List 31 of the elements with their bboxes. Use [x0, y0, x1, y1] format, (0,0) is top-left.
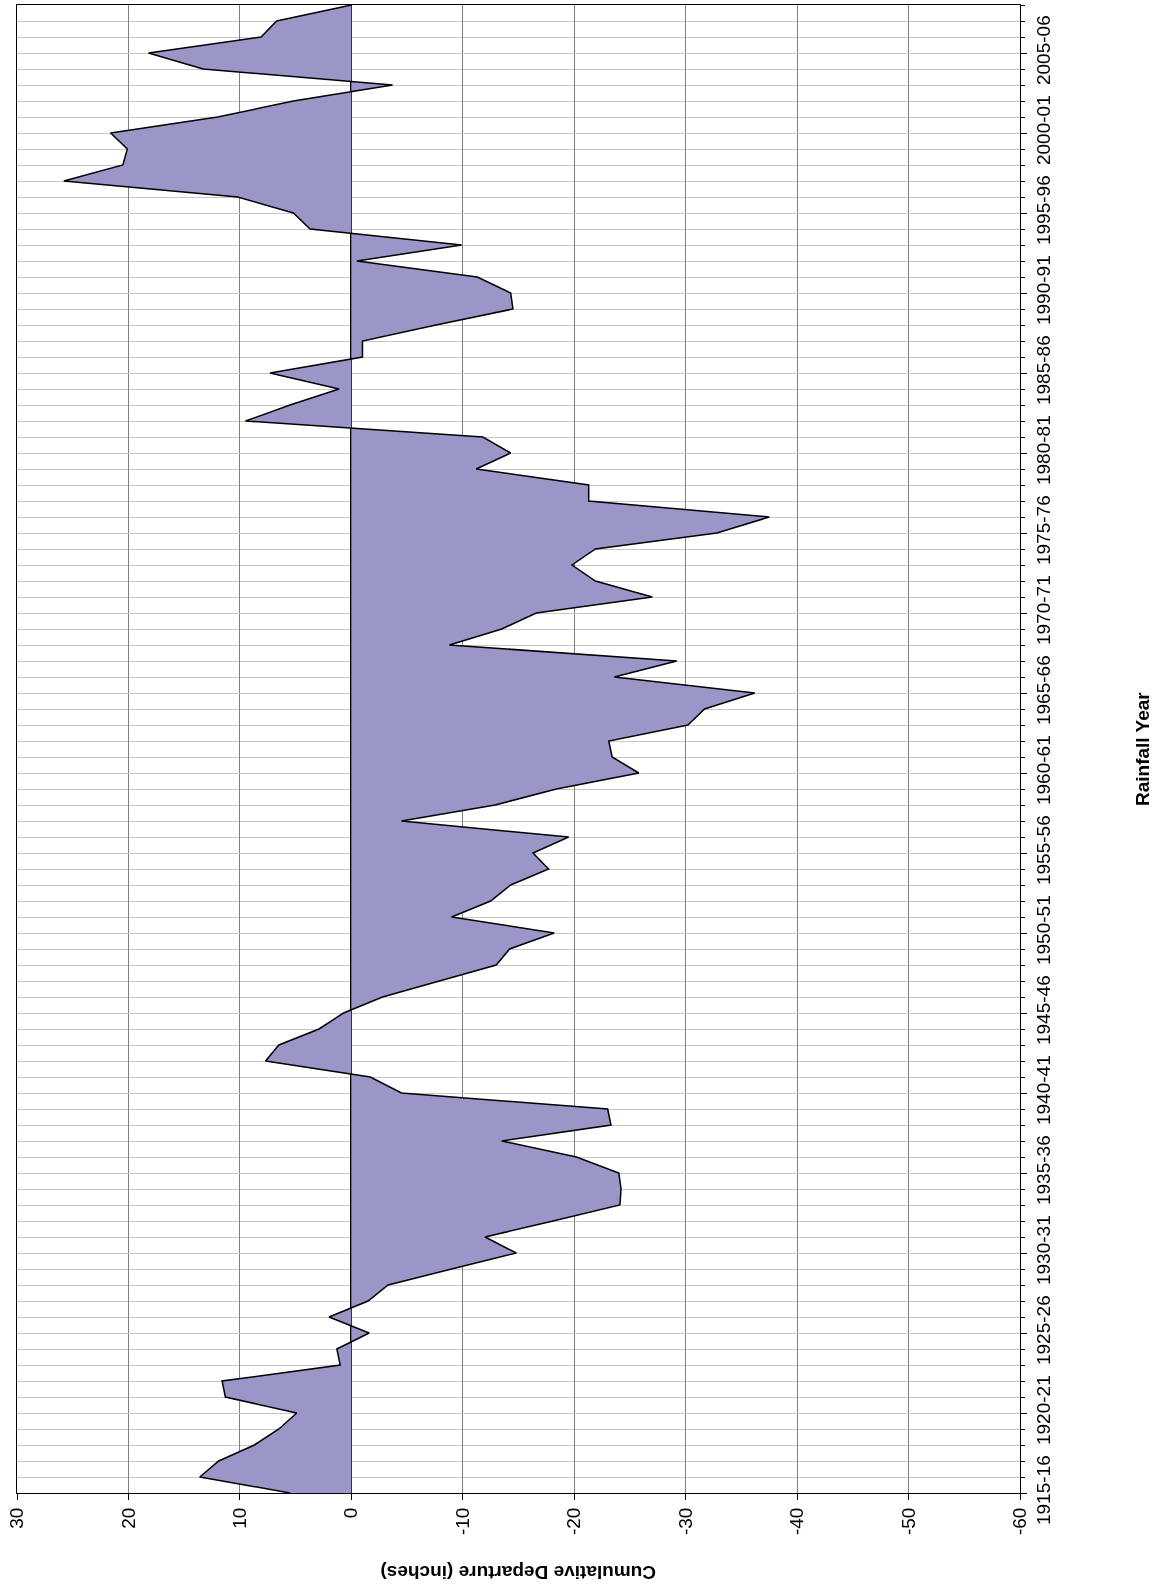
y-tick-label: 1965-66: [1032, 655, 1054, 726]
x-tick-label: 30: [6, 1507, 28, 1529]
y-tick-label: 2005-06: [1032, 15, 1054, 86]
x-tick-label: -40: [786, 1507, 808, 1536]
y-tick-label: 1980-81: [1032, 415, 1054, 486]
y-tick-label: 1940-41: [1032, 1055, 1054, 1126]
y-tick-label: 1970-71: [1032, 575, 1054, 646]
y-tick-label: 1945-46: [1032, 975, 1054, 1046]
y-tick-label: 1985-86: [1032, 335, 1054, 406]
x-tick-label: -60: [1009, 1507, 1031, 1536]
x-tick-label: -50: [897, 1507, 919, 1536]
x-axis-title: Cumulative Departure (inches): [380, 1562, 656, 1583]
y-tick-label: 1995-96: [1032, 175, 1054, 246]
x-tick-label: -20: [563, 1507, 585, 1536]
x-tick-label: 10: [229, 1507, 251, 1529]
x-tick-label: -10: [451, 1507, 473, 1536]
y-tick-label: 1975-76: [1032, 495, 1054, 566]
y-tick-label: 1935-36: [1032, 1135, 1054, 1206]
y-tick-label: 1950-51: [1032, 895, 1054, 966]
x-tick-label: 0: [340, 1507, 362, 1519]
y-tick-label: 2000-01: [1032, 95, 1054, 166]
y-tick-label: 1915-16: [1032, 1455, 1054, 1526]
x-tick-label: 20: [117, 1507, 139, 1529]
y-tick-label: 1920-21: [1032, 1375, 1054, 1446]
x-tick-label: -30: [674, 1507, 696, 1536]
y-tick-label: 1955-56: [1032, 815, 1054, 886]
y-tick-label: 1960-61: [1032, 735, 1054, 806]
y-tick-label: 1990-91: [1032, 255, 1054, 326]
y-axis-title: Rainfall Year: [1132, 691, 1153, 806]
y-tick-label: 1925-26: [1032, 1295, 1054, 1366]
y-tick-label: 1930-31: [1032, 1215, 1054, 1286]
